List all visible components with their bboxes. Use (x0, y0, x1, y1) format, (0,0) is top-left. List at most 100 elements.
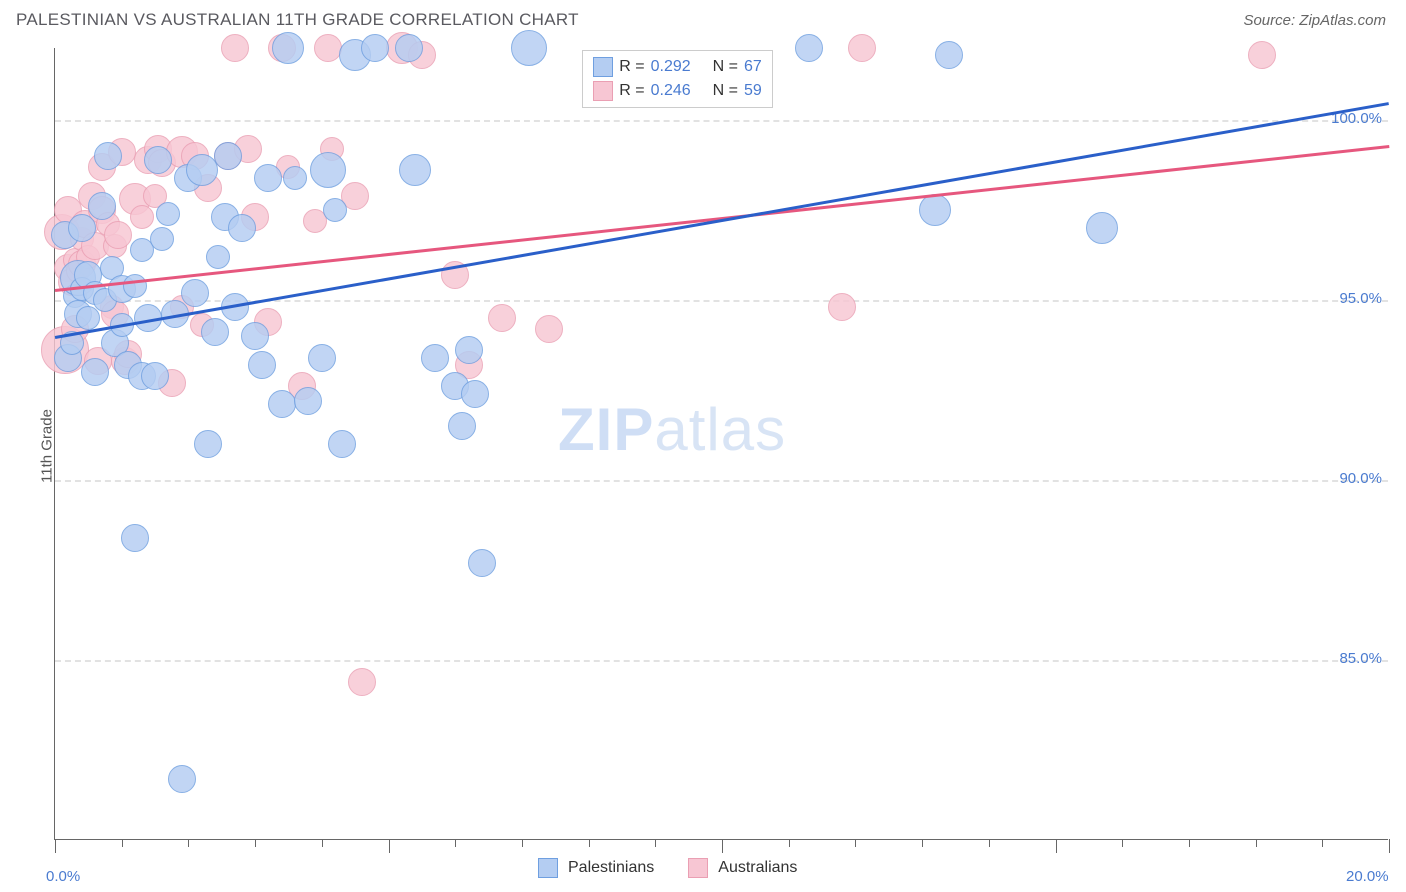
source-attribution: Source: ZipAtlas.com (1243, 12, 1386, 29)
x-tick (522, 839, 523, 847)
y-tick-label: 95.0% (1339, 290, 1382, 307)
scatter-point-pink (848, 34, 876, 62)
scatter-point-blue (68, 214, 96, 242)
scatter-point-blue (795, 34, 823, 62)
correlation-legend: R = 0.292 N = 67 R = 0.246 N = 59 (582, 50, 773, 108)
n-label: N = (713, 82, 738, 100)
scatter-point-blue (228, 214, 256, 242)
gridline (55, 480, 1388, 482)
n-value-blue: 67 (744, 58, 762, 76)
scatter-point-blue (361, 34, 389, 62)
legend-row-blue: R = 0.292 N = 67 (593, 55, 762, 79)
x-tick (455, 839, 456, 847)
scatter-point-blue (76, 306, 100, 330)
x-tick-label-right: 20.0% (1346, 868, 1389, 885)
scatter-point-blue (156, 202, 180, 226)
r-value-pink: 0.246 (651, 82, 691, 100)
series-legend: Palestinians Australians (538, 858, 797, 878)
n-label: N = (713, 58, 738, 76)
x-tick (389, 839, 390, 853)
legend-label-pink: Australians (718, 859, 797, 877)
scatter-point-blue (328, 430, 356, 458)
x-tick-label-left: 0.0% (46, 868, 80, 885)
y-axis-label: 11th Grade (38, 409, 55, 483)
y-tick-label: 90.0% (1339, 470, 1382, 487)
x-tick (1256, 839, 1257, 847)
legend-label-blue: Palestinians (568, 859, 654, 877)
scatter-point-pink (104, 221, 132, 249)
scatter-point-blue (468, 549, 496, 577)
scatter-point-blue (168, 765, 196, 793)
scatter-point-blue (144, 146, 172, 174)
scatter-point-blue (448, 412, 476, 440)
watermark-bold: ZIP (558, 396, 654, 463)
r-label: R = (619, 82, 644, 100)
x-tick (188, 839, 189, 847)
scatter-point-blue (395, 34, 423, 62)
scatter-point-pink (488, 304, 516, 332)
scatter-point-blue (323, 198, 347, 222)
legend-swatch-blue (593, 57, 613, 77)
x-tick (789, 839, 790, 847)
x-tick (322, 839, 323, 847)
scatter-point-blue (141, 362, 169, 390)
scatter-point-blue (268, 390, 296, 418)
scatter-point-blue (81, 358, 109, 386)
x-tick (55, 839, 56, 853)
scatter-point-blue (308, 344, 336, 372)
scatter-point-blue (241, 322, 269, 350)
scatter-point-blue (181, 279, 209, 307)
x-tick (122, 839, 123, 847)
scatter-point-pink (828, 293, 856, 321)
chart-plot-area: ZIPatlas 85.0%90.0%95.0%100.0% (54, 48, 1388, 840)
scatter-point-pink (130, 205, 154, 229)
scatter-point-blue (123, 274, 147, 298)
scatter-point-blue (283, 166, 307, 190)
x-tick (1389, 839, 1390, 853)
scatter-point-blue (94, 142, 122, 170)
scatter-point-blue (461, 380, 489, 408)
scatter-point-pink (1248, 41, 1276, 69)
scatter-point-blue (935, 41, 963, 69)
scatter-point-blue (455, 336, 483, 364)
x-tick (1189, 839, 1190, 847)
r-label: R = (619, 58, 644, 76)
scatter-point-blue (1086, 212, 1118, 244)
scatter-point-pink (221, 34, 249, 62)
scatter-point-pink (314, 34, 342, 62)
x-tick (589, 839, 590, 847)
scatter-point-blue (186, 154, 218, 186)
n-value-pink: 59 (744, 82, 762, 100)
r-value-blue: 0.292 (651, 58, 691, 76)
legend-row-pink: R = 0.246 N = 59 (593, 79, 762, 103)
scatter-point-blue (88, 192, 116, 220)
scatter-point-blue (194, 430, 222, 458)
legend-swatch-blue (538, 858, 558, 878)
x-tick (855, 839, 856, 847)
watermark-light: atlas (654, 396, 786, 463)
scatter-point-blue (121, 524, 149, 552)
scatter-point-blue (294, 387, 322, 415)
scatter-point-blue (272, 32, 304, 64)
legend-swatch-pink (688, 858, 708, 878)
scatter-point-blue (310, 152, 346, 188)
x-tick (989, 839, 990, 847)
gridline (55, 120, 1388, 122)
x-tick (1122, 839, 1123, 847)
scatter-point-blue (919, 194, 951, 226)
chart-title: PALESTINIAN VS AUSTRALIAN 11TH GRADE COR… (16, 10, 579, 30)
legend-swatch-pink (593, 81, 613, 101)
x-tick (1322, 839, 1323, 847)
scatter-point-blue (201, 318, 229, 346)
scatter-point-blue (150, 227, 174, 251)
y-tick-label: 85.0% (1339, 650, 1382, 667)
x-tick (722, 839, 723, 853)
gridline (55, 660, 1388, 662)
scatter-point-blue (254, 164, 282, 192)
scatter-point-blue (206, 245, 230, 269)
scatter-point-pink (348, 668, 376, 696)
scatter-point-pink (535, 315, 563, 343)
x-tick (655, 839, 656, 847)
x-tick (1056, 839, 1057, 853)
x-tick (922, 839, 923, 847)
